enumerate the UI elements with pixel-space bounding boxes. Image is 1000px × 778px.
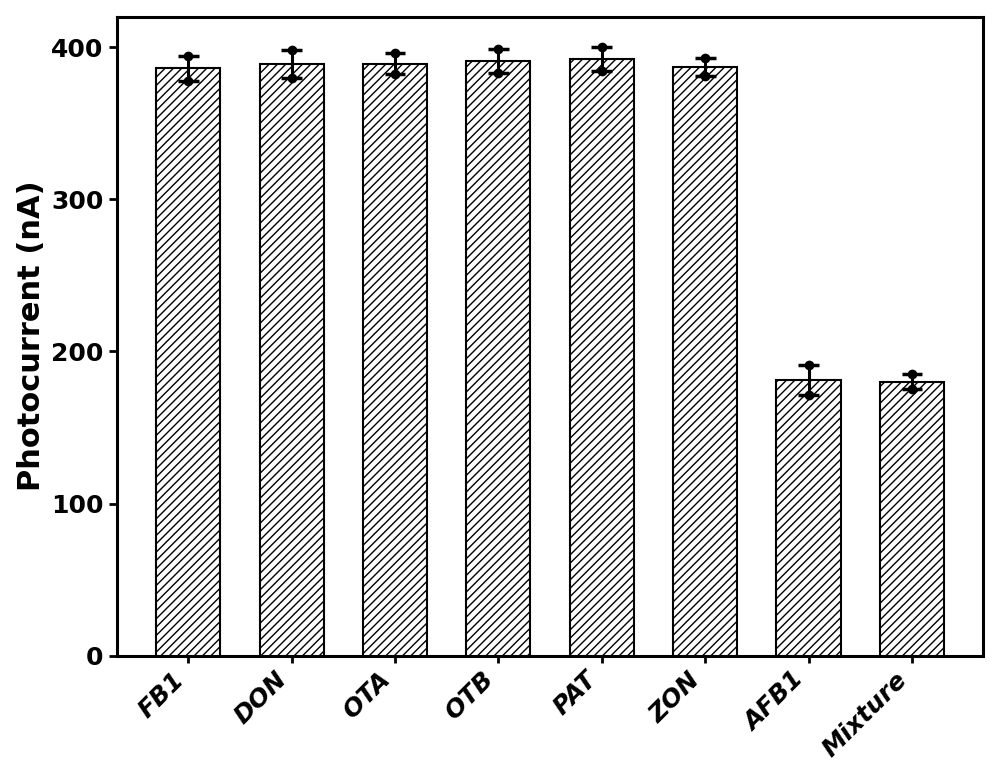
Y-axis label: Photocurrent (nA): Photocurrent (nA): [17, 180, 46, 492]
Bar: [466, 61, 530, 656]
Bar: [673, 67, 737, 656]
Bar: [156, 68, 220, 656]
Bar: [776, 380, 841, 656]
Bar: [880, 382, 944, 656]
Bar: [260, 64, 324, 656]
Bar: [570, 59, 634, 656]
Bar: [363, 64, 427, 656]
